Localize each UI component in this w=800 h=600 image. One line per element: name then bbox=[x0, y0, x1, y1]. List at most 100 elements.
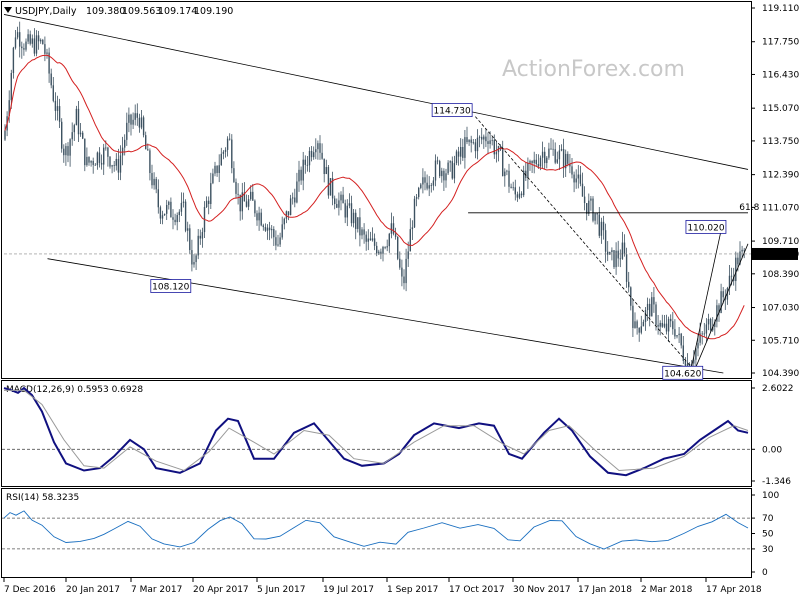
x-tick-label: 7 Mar 2017 bbox=[131, 585, 182, 595]
candle-body bbox=[663, 323, 666, 327]
candle-body bbox=[306, 164, 309, 166]
candle-body bbox=[310, 150, 313, 158]
candle-body bbox=[728, 275, 731, 289]
candle-body bbox=[447, 162, 449, 174]
candle-body bbox=[100, 162, 103, 165]
candle-body bbox=[313, 152, 315, 158]
rsi-tick-label: 70 bbox=[762, 514, 774, 524]
candle-body bbox=[142, 117, 145, 136]
candle-body bbox=[235, 181, 237, 194]
candle-body bbox=[252, 191, 254, 201]
label-104620: 104.620 bbox=[664, 369, 701, 379]
candle-body bbox=[533, 159, 535, 164]
candle-body bbox=[439, 161, 441, 177]
candle-body bbox=[266, 227, 269, 231]
candle-body bbox=[216, 165, 218, 173]
label-fib-61-8: 61.8 bbox=[739, 203, 759, 213]
candle-body bbox=[516, 194, 519, 198]
candle-body bbox=[392, 223, 395, 234]
last-price-label: 109.190 bbox=[762, 250, 799, 260]
candle-body bbox=[541, 151, 544, 158]
candle-body bbox=[518, 193, 521, 198]
candle-body bbox=[577, 174, 579, 179]
candle-body bbox=[371, 238, 374, 241]
retracement-line bbox=[475, 116, 692, 368]
candle-body bbox=[283, 218, 285, 225]
macd-panel-frame bbox=[1, 380, 752, 487]
candle-body bbox=[699, 333, 701, 343]
candle-body bbox=[128, 114, 130, 123]
candle-body bbox=[334, 198, 336, 205]
price-tick-label: 112.390 bbox=[762, 171, 799, 181]
x-tick-label: 20 Jan 2017 bbox=[66, 585, 120, 595]
candle-body bbox=[111, 165, 113, 167]
candle-body bbox=[331, 178, 334, 199]
macd-tick-label: 0.00 bbox=[762, 445, 782, 455]
candle-body bbox=[579, 174, 582, 184]
rsi-tick-label: 100 bbox=[762, 491, 779, 501]
candle-body bbox=[445, 173, 447, 181]
candle-body bbox=[407, 251, 409, 259]
price-tick-label: 107.030 bbox=[762, 304, 799, 314]
candle-body bbox=[434, 160, 437, 181]
candle-body bbox=[226, 138, 229, 150]
candle-body bbox=[113, 165, 115, 167]
candle-body bbox=[512, 187, 514, 189]
candle-body bbox=[71, 132, 73, 140]
candle-body bbox=[96, 152, 99, 166]
candle-body bbox=[147, 149, 149, 151]
candle-body bbox=[525, 170, 527, 178]
candle-body bbox=[523, 170, 525, 196]
candle-body bbox=[241, 192, 243, 212]
candle-body bbox=[644, 310, 647, 322]
candle-body bbox=[367, 238, 369, 242]
candle-body bbox=[537, 164, 540, 167]
rising-support-line-2 bbox=[695, 243, 749, 368]
candle-body bbox=[352, 212, 355, 224]
candle-body bbox=[19, 32, 21, 47]
candle-body bbox=[174, 219, 176, 223]
price-tick-label: 111.070 bbox=[762, 203, 799, 213]
rsi-group: 100 70 50 30 0 bbox=[2, 491, 779, 578]
price-tick-label: 104.390 bbox=[762, 369, 799, 379]
candle-body bbox=[390, 223, 393, 234]
candle-body bbox=[483, 136, 485, 140]
candle-body bbox=[191, 250, 193, 265]
moving-average-line bbox=[4, 54, 745, 340]
candle-body bbox=[527, 162, 529, 178]
candle-body bbox=[562, 149, 565, 169]
candle-body bbox=[388, 233, 390, 247]
rsi-title: RSI(14) 58.3235 bbox=[6, 493, 79, 503]
candle-body bbox=[369, 238, 372, 241]
rsi-tick-label: 50 bbox=[762, 530, 774, 540]
candle-body bbox=[487, 141, 489, 144]
candle-body bbox=[130, 114, 132, 125]
candle-body bbox=[659, 322, 661, 327]
candle-body bbox=[722, 291, 724, 298]
candle-body bbox=[336, 204, 338, 208]
candle-body bbox=[514, 187, 516, 195]
candle-body bbox=[470, 139, 472, 143]
candle-body bbox=[602, 221, 605, 231]
candle-body bbox=[558, 150, 561, 160]
candle-body bbox=[73, 125, 75, 133]
candle-body bbox=[323, 158, 325, 175]
candle-body bbox=[208, 200, 210, 204]
candle-body bbox=[182, 201, 185, 203]
candle-body bbox=[424, 177, 426, 183]
candle-body bbox=[329, 178, 332, 196]
candle-body bbox=[287, 211, 290, 216]
candle-body bbox=[373, 238, 376, 246]
candle-body bbox=[651, 297, 653, 317]
label-110020-box bbox=[685, 219, 727, 234]
candle-body bbox=[355, 212, 357, 229]
candle-body bbox=[670, 318, 672, 322]
candle-body bbox=[382, 246, 384, 254]
candle-body bbox=[37, 35, 40, 42]
candle-body bbox=[92, 160, 94, 165]
candle-body bbox=[247, 199, 250, 207]
candle-body bbox=[212, 173, 214, 184]
dropdown-triangle-icon[interactable] bbox=[4, 7, 12, 13]
candle-body bbox=[590, 198, 592, 201]
candle-body bbox=[338, 200, 340, 208]
